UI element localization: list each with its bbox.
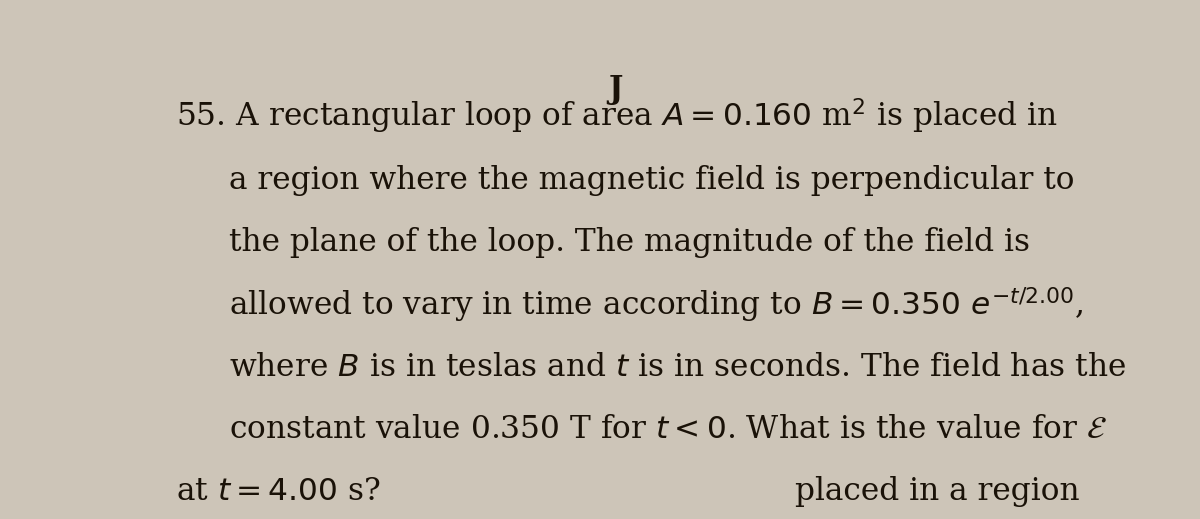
Text: J: J	[608, 74, 622, 105]
Text: placed in a region: placed in a region	[796, 476, 1080, 508]
Text: allowed to vary in time according to $B = 0.350\ e^{-t/2.00}$,: allowed to vary in time according to $B …	[229, 285, 1084, 325]
Text: where $B$ is in teslas and $t$ is in seconds. The field has the: where $B$ is in teslas and $t$ is in sec…	[229, 352, 1127, 383]
Text: constant value 0.350 T for $t < 0$. What is the value for $\mathcal{E}$: constant value 0.350 T for $t < 0$. What…	[229, 415, 1108, 445]
Text: at $t = 4.00$ s?: at $t = 4.00$ s?	[176, 476, 380, 508]
Text: 55. A rectangular loop of area $A = 0.160$ m$^2$ is placed in: 55. A rectangular loop of area $A = 0.16…	[176, 97, 1058, 136]
Text: a region where the magnetic field is perpendicular to: a region where the magnetic field is per…	[229, 165, 1074, 196]
Text: the plane of the loop. The magnitude of the field is: the plane of the loop. The magnitude of …	[229, 227, 1030, 258]
